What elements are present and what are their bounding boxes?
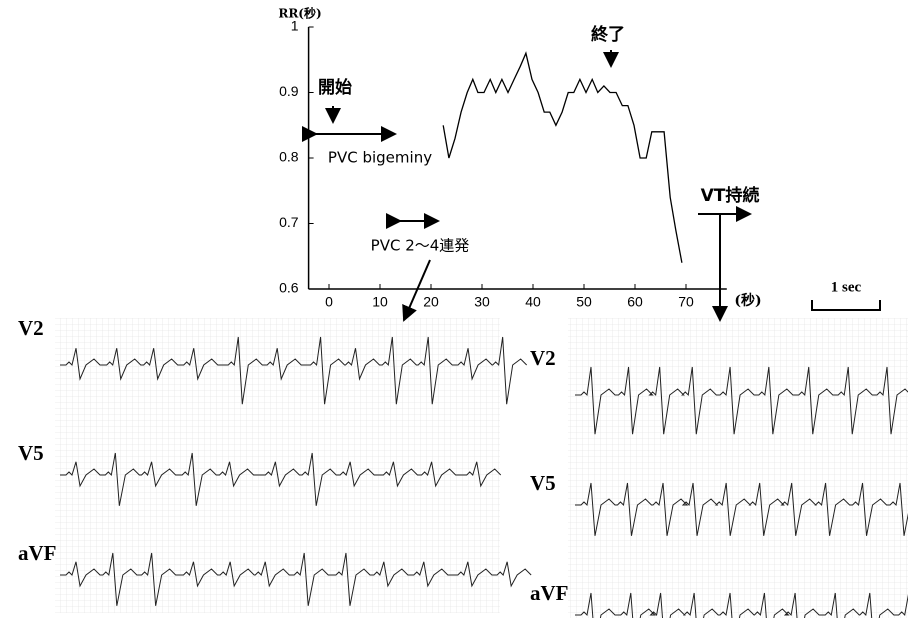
x-tick-label: 30: [474, 294, 490, 310]
page: {"chart_data":{"type":"line","y_label":"…: [0, 0, 908, 618]
scale-bar: [812, 300, 880, 310]
lead-label: V5: [530, 471, 556, 495]
y-tick-label: 0.7: [279, 214, 299, 230]
annotation: PVC 2～4連発: [371, 237, 470, 255]
x-tick-label: 40: [525, 294, 541, 310]
y-tick-label: 0.8: [279, 149, 299, 165]
y-tick-label: 0.9: [279, 83, 299, 99]
lead-label: V5: [18, 441, 44, 465]
x-tick-label: 10: [372, 294, 388, 310]
x-tick-label: 70: [678, 294, 694, 310]
x-tick-label: 50: [576, 294, 592, 310]
ecg-panel-right: [568, 318, 908, 618]
x-axis-label: (秒): [734, 292, 761, 309]
y-tick-label: 0.6: [279, 280, 299, 296]
y-axis-label: RR(秒): [278, 6, 321, 21]
ecg-panel-left: [55, 318, 500, 613]
lead-label: V2: [18, 316, 44, 340]
x-tick-label: 20: [423, 294, 439, 310]
figure: 1 sec 0.60.70.80.91010203040506070RR(秒)(…: [0, 0, 908, 618]
arrow: [404, 260, 430, 320]
x-tick-label: 0: [325, 294, 333, 310]
rr-line: [443, 53, 682, 263]
scale-label: 1 sec: [831, 279, 862, 295]
annotation: PVC bigeminy: [328, 149, 432, 167]
annotation: 開始: [318, 77, 352, 98]
x-tick-label: 60: [627, 294, 643, 310]
lead-label: aVF: [18, 541, 57, 565]
annotation: 終了: [591, 24, 625, 45]
lead-label: V2: [530, 346, 556, 370]
annotation: VT持続: [701, 185, 760, 206]
arrows: [316, 50, 880, 320]
lead-label: aVF: [530, 581, 569, 605]
